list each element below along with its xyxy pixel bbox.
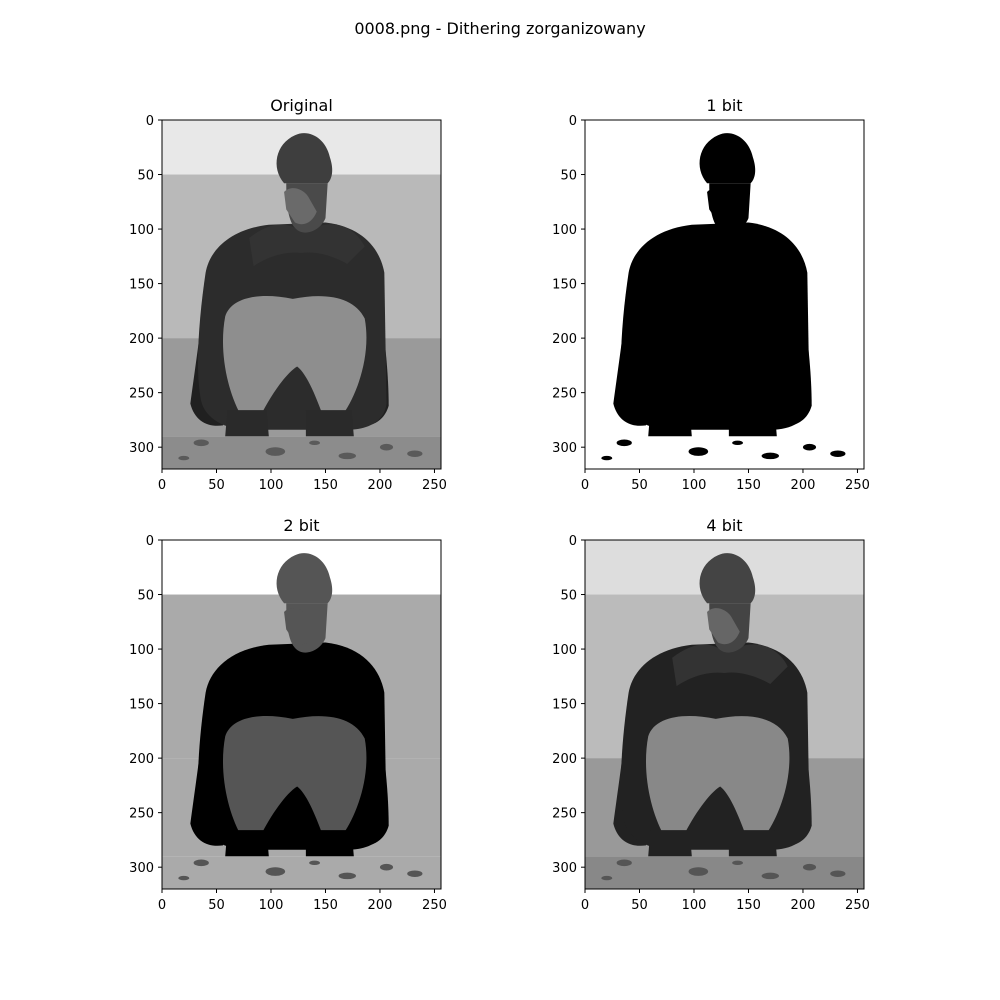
y-tick-label-4-bit-100: 100 — [552, 643, 577, 658]
x-tick-label-original-200: 200 — [368, 478, 393, 493]
axes-frame-original — [161, 119, 442, 470]
y-tick-label-4-bit-200: 200 — [552, 752, 577, 767]
x-tick-label-4-bit-200: 200 — [791, 898, 816, 913]
x-tick-label-original-0: 0 — [158, 478, 166, 493]
y-tick-label-4-bit-300: 300 — [552, 861, 577, 876]
x-tick-label-4-bit-250: 250 — [845, 898, 870, 913]
y-tick-label-1-bit-150: 150 — [552, 278, 577, 293]
image-2-bit — [162, 540, 441, 889]
y-tick-label-2-bit-250: 250 — [129, 807, 154, 822]
y-tick-label-2-bit-50: 50 — [137, 589, 154, 604]
image-1-bit — [585, 120, 864, 469]
x-tick-label-1-bit-250: 250 — [845, 478, 870, 493]
subplot-grid: Original 0 50 100 150 200 250 0 50 100 150 200 250 30… — [129, 96, 870, 913]
x-tick-label-4-bit-150: 150 — [736, 898, 761, 913]
y-tick-label-original-50: 50 — [137, 169, 154, 184]
x-tick-label-2-bit-50: 50 — [208, 898, 225, 913]
image-4-bit — [585, 540, 864, 889]
axes-frame-4-bit — [584, 539, 865, 890]
panel-title-original: Original — [270, 96, 333, 115]
x-tick-label-2-bit-0: 0 — [158, 898, 166, 913]
x-tick-label-4-bit-100: 100 — [682, 898, 707, 913]
y-tick-label-original-0: 0 — [146, 114, 154, 129]
x-tick-label-4-bit-0: 0 — [581, 898, 589, 913]
y-tick-label-2-bit-200: 200 — [129, 752, 154, 767]
y-tick-label-4-bit-150: 150 — [552, 698, 577, 713]
y-tick-label-2-bit-150: 150 — [129, 698, 154, 713]
y-tick-label-4-bit-250: 250 — [552, 807, 577, 822]
y-tick-label-4-bit-0: 0 — [569, 534, 577, 549]
y-tick-label-original-200: 200 — [129, 332, 154, 347]
axes-frame-1-bit — [584, 119, 865, 470]
panel-title-2-bit: 2 bit — [283, 516, 319, 535]
panel-original: Original 0 50 100 150 200 250 0 50 100 150 200 250 30… — [129, 96, 447, 493]
y-tick-label-4-bit-50: 50 — [560, 589, 577, 604]
y-tick-label-1-bit-200: 200 — [552, 332, 577, 347]
x-tick-label-4-bit-50: 50 — [631, 898, 648, 913]
panel-1-bit: 1 bit 0 50 100 150 200 250 0 50 100 150 200 250 300 — [552, 96, 870, 493]
panel-2-bit: 2 bit 0 50 100 150 200 250 0 50 100 150 200 250 300 — [129, 516, 447, 913]
y-tick-label-2-bit-0: 0 — [146, 534, 154, 549]
axes-frame-2-bit — [161, 539, 442, 890]
y-tick-label-original-300: 300 — [129, 441, 154, 456]
y-tick-label-original-150: 150 — [129, 278, 154, 293]
x-tick-label-1-bit-50: 50 — [631, 478, 648, 493]
x-tick-label-1-bit-0: 0 — [581, 478, 589, 493]
y-tick-label-1-bit-0: 0 — [569, 114, 577, 129]
panel-title-4-bit: 4 bit — [706, 516, 742, 535]
x-tick-label-original-150: 150 — [313, 478, 338, 493]
x-tick-label-original-250: 250 — [422, 478, 447, 493]
x-tick-label-original-100: 100 — [259, 478, 284, 493]
x-tick-label-original-50: 50 — [208, 478, 225, 493]
y-tick-label-1-bit-300: 300 — [552, 441, 577, 456]
x-tick-label-2-bit-200: 200 — [368, 898, 393, 913]
x-tick-label-1-bit-200: 200 — [791, 478, 816, 493]
x-tick-label-1-bit-100: 100 — [682, 478, 707, 493]
x-tick-label-1-bit-150: 150 — [736, 478, 761, 493]
y-tick-label-1-bit-250: 250 — [552, 387, 577, 402]
panel-4-bit: 4 bit 0 50 100 150 200 250 0 50 100 150 200 250 300 — [552, 516, 870, 913]
panel-title-1-bit: 1 bit — [706, 96, 742, 115]
y-tick-label-1-bit-50: 50 — [560, 169, 577, 184]
image-original — [162, 120, 441, 469]
x-tick-label-2-bit-100: 100 — [259, 898, 284, 913]
y-tick-label-original-250: 250 — [129, 387, 154, 402]
y-tick-label-1-bit-100: 100 — [552, 223, 577, 238]
figure-suptitle: 0008.png - Dithering zorganizowany — [354, 19, 645, 38]
x-tick-label-2-bit-150: 150 — [313, 898, 338, 913]
x-tick-label-2-bit-250: 250 — [422, 898, 447, 913]
y-tick-label-original-100: 100 — [129, 223, 154, 238]
y-tick-label-2-bit-300: 300 — [129, 861, 154, 876]
y-tick-label-2-bit-100: 100 — [129, 643, 154, 658]
